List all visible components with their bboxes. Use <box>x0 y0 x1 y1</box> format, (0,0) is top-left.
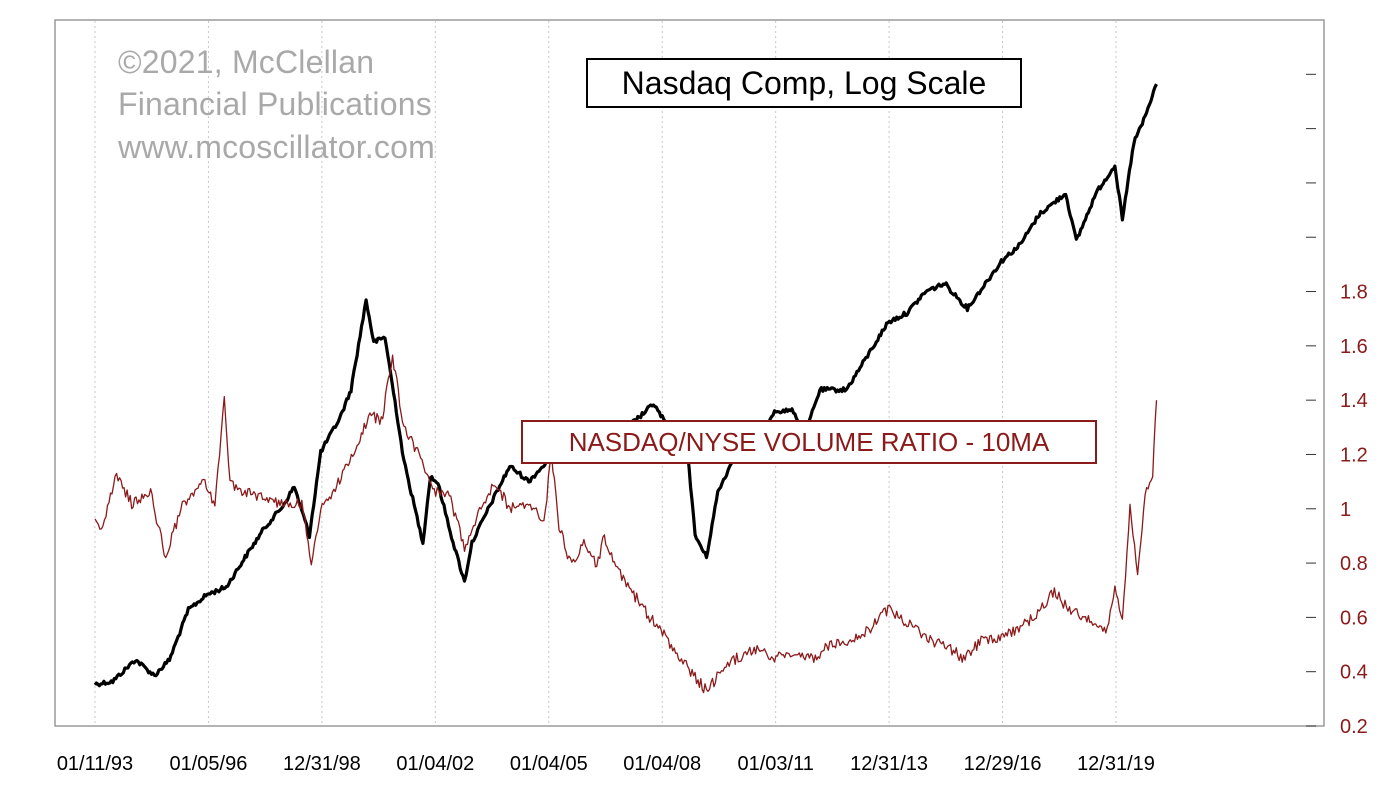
x-tick-label: 01/03/11 <box>737 753 813 775</box>
watermark-line-2: Financial Publications <box>118 86 432 122</box>
x-tick-label: 01/05/96 <box>170 753 248 775</box>
right-axis-ticks: 0.2 0.4 0.6 0.8 1 1.2 1.4 1.6 1.8 <box>1306 73 1368 738</box>
y-tick-label: 0.8 <box>1340 553 1368 575</box>
x-tick-label: 12/31/98 <box>283 753 361 775</box>
y-tick-label: 1.8 <box>1340 282 1368 304</box>
x-tick-label: 12/29/16 <box>964 753 1042 775</box>
x-tick-label: 01/04/05 <box>510 753 588 775</box>
grid-lines <box>94 21 1117 725</box>
watermark-line-1: ©2021, McClellan <box>118 44 375 80</box>
y-tick-label: 1.2 <box>1340 444 1368 466</box>
x-tick-label: 01/04/08 <box>623 753 701 775</box>
y-tick-label: 1 <box>1340 499 1351 521</box>
x-tick-label: 12/31/13 <box>850 753 928 775</box>
nasdaq-comp-line <box>93 83 1158 688</box>
x-tick-label: 12/31/19 <box>1077 753 1155 775</box>
watermark-line-3: www.mcoscillator.com <box>118 129 435 165</box>
y-tick-label: 0.4 <box>1340 662 1368 684</box>
plot-frame <box>54 19 1325 727</box>
series-group <box>93 83 1158 694</box>
x-axis-labels: 01/11/93 01/05/96 12/31/98 01/04/02 01/04/05… <box>57 753 1155 775</box>
y-tick-label: 1.6 <box>1340 336 1368 358</box>
y-tick-label: 0.2 <box>1340 716 1368 738</box>
volume-ratio-label: NASDAQ/NYSE VOLUME RATIO - 10MA <box>521 420 1097 464</box>
volume-ratio-line <box>94 354 1158 694</box>
y-tick-label: 0.6 <box>1340 607 1368 629</box>
y-tick-label: 1.4 <box>1340 390 1368 412</box>
x-tick-label: 01/04/02 <box>396 753 474 775</box>
chart-title: Nasdaq Comp, Log Scale <box>586 58 1022 108</box>
x-tick-label: 01/11/93 <box>57 753 133 775</box>
